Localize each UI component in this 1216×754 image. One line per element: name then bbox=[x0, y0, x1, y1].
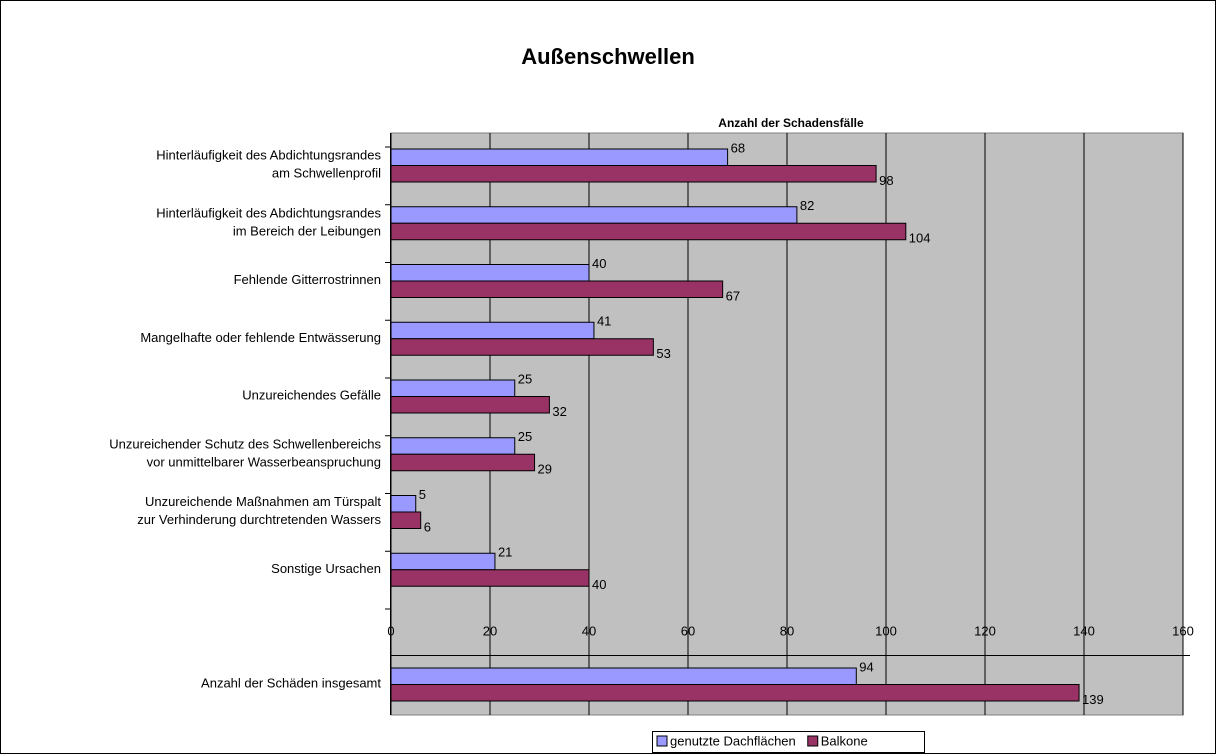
x-tick-label: 120 bbox=[974, 623, 996, 638]
bar bbox=[390, 379, 516, 397]
category-label: Sonstige Ursachen bbox=[271, 561, 381, 576]
category-label: Unzureichendes Gefälle bbox=[242, 388, 381, 403]
category-label-line: Sonstige Ursachen bbox=[271, 561, 381, 576]
category-label: Unzureichende Maßnahmen am Türspalt zur V… bbox=[137, 494, 381, 527]
value-label: 53 bbox=[656, 346, 670, 361]
value-label: 67 bbox=[726, 288, 740, 303]
value-label: 40 bbox=[592, 577, 606, 592]
x-tick-label: 80 bbox=[780, 623, 794, 638]
value-label: 82 bbox=[800, 198, 814, 213]
bar bbox=[390, 667, 857, 685]
bar bbox=[390, 148, 729, 166]
bar bbox=[390, 222, 907, 241]
x-tick-label: 160 bbox=[1172, 623, 1194, 638]
bar bbox=[390, 206, 798, 224]
bar bbox=[390, 338, 654, 356]
category-label-line: Hinterläufigkeit des Abdichtungsrandes bbox=[156, 148, 381, 163]
category-label-line: Anzahl der Schäden insgesamt bbox=[201, 676, 381, 691]
category-label-line: vor unmittelbarer Wasserbeanspruchung bbox=[147, 455, 381, 470]
category-label: Unzureichender Schutz des Schwellenberei… bbox=[109, 437, 381, 470]
legend-box bbox=[652, 731, 925, 753]
bar bbox=[390, 280, 724, 298]
bar bbox=[390, 437, 516, 455]
category-label-line: am Schwellenprofil bbox=[272, 166, 381, 181]
category-label-line: Fehlende Gitterrostrinnen bbox=[234, 272, 381, 287]
value-label: 40 bbox=[592, 256, 606, 271]
value-label: 6 bbox=[424, 519, 431, 534]
value-label: 21 bbox=[498, 545, 512, 560]
chart-title: Außenschwellen bbox=[521, 44, 695, 69]
category-label: Hinterläufigkeit des Abdichtungsrandes im… bbox=[156, 206, 381, 239]
bar bbox=[390, 321, 595, 340]
category-label: Anzahl der Schäden insgesamt bbox=[201, 676, 381, 691]
bar bbox=[390, 396, 550, 414]
x-tick-label: 100 bbox=[875, 623, 897, 638]
category-label-line: im Bereich der Leibungen bbox=[233, 224, 381, 239]
value-label: 94 bbox=[859, 659, 873, 674]
value-label: 29 bbox=[538, 462, 552, 477]
category-label-line: Mangelhafte oder fehlende Entwässerung bbox=[140, 330, 381, 345]
bar bbox=[390, 165, 877, 183]
x-tick-label: 40 bbox=[582, 623, 596, 638]
value-label: 25 bbox=[518, 429, 532, 444]
legend-swatch bbox=[656, 735, 668, 747]
category-label: Fehlende Gitterrostrinnen bbox=[234, 272, 381, 287]
x-tick-label: 0 bbox=[387, 623, 394, 638]
legend: genutzte Dachflächen Balkone bbox=[652, 731, 925, 753]
x-tick-label: 60 bbox=[681, 623, 695, 638]
bar bbox=[390, 684, 1080, 702]
category-label-line: Unzureichender Schutz des Schwellenberei… bbox=[109, 437, 381, 452]
bar bbox=[390, 552, 496, 571]
legend-label: Balkone bbox=[821, 733, 868, 748]
value-label: 41 bbox=[597, 314, 611, 329]
legend-label: genutzte Dachflächen bbox=[670, 733, 796, 748]
bar bbox=[390, 453, 536, 472]
category-label-line: Unzureichendes Gefälle bbox=[242, 388, 381, 403]
value-label: 32 bbox=[552, 404, 566, 419]
value-label: 25 bbox=[518, 371, 532, 386]
bar bbox=[390, 264, 590, 282]
category-label-line: Hinterläufigkeit des Abdichtungsrandes bbox=[156, 206, 381, 221]
value-label: 68 bbox=[731, 140, 745, 155]
bar bbox=[390, 495, 417, 513]
x-tick-label: 20 bbox=[483, 623, 497, 638]
x-tick-label: 140 bbox=[1073, 623, 1095, 638]
category-label-line: Unzureichende Maßnahmen am Türspalt bbox=[145, 494, 381, 509]
axis-title: Anzahl der Schadensfälle bbox=[718, 116, 864, 130]
legend-swatch bbox=[807, 735, 819, 747]
bar bbox=[390, 511, 422, 529]
value-label: 139 bbox=[1082, 692, 1104, 707]
bar bbox=[390, 569, 590, 587]
category-label: Mangelhafte oder fehlende Entwässerung bbox=[140, 330, 381, 345]
category-label: Hinterläufigkeit des Abdichtungsrandes am… bbox=[156, 148, 381, 181]
value-label: 5 bbox=[419, 487, 426, 502]
value-label: 98 bbox=[879, 173, 893, 188]
category-label-line: zur Verhinderung durchtretenden Wassers bbox=[137, 512, 381, 527]
value-label: 104 bbox=[909, 231, 931, 246]
